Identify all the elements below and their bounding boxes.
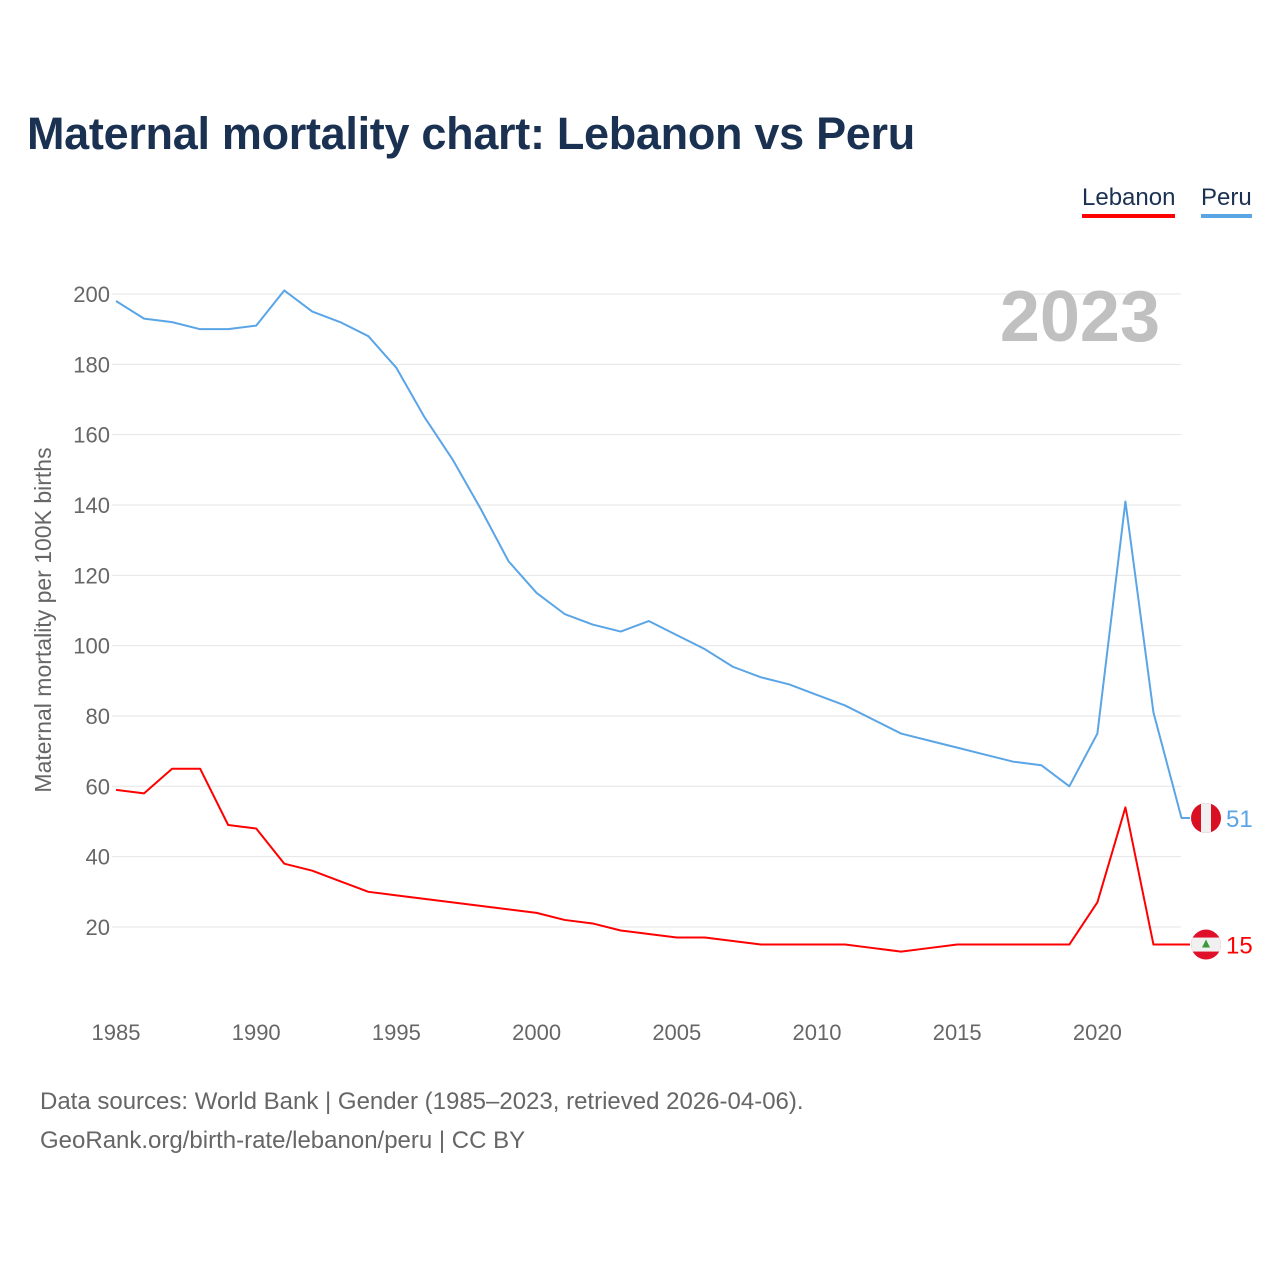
x-tick-label: 2000 (512, 1020, 561, 1045)
source-text: Data sources: World Bank | Gender (1985–… (40, 1088, 804, 1115)
legend-lebanon[interactable]: Lebanon (1082, 184, 1176, 218)
x-tick-label: 2015 (933, 1020, 982, 1045)
flag-white (1201, 802, 1211, 833)
series-line-lebanon (115, 767, 1190, 953)
x-tick-label: 1990 (232, 1020, 281, 1045)
flag-body (1191, 929, 1221, 960)
series-line-peru (115, 289, 1190, 819)
x-tick-label: 2010 (793, 1020, 842, 1045)
end-label-lebanon: 15 (1226, 933, 1253, 960)
flag-lebanon-icon (1191, 929, 1221, 960)
y-tick-label: 200 (73, 282, 110, 307)
source-link[interactable]: GeoRank.org/birth-rate/lebanon/peru | CC… (40, 1127, 526, 1154)
y-tick-label: 140 (73, 493, 110, 518)
y-tick-label: 180 (73, 352, 110, 377)
x-tick-label: 1985 (92, 1020, 141, 1045)
x-tick-label: 1995 (372, 1020, 421, 1045)
year-watermark: 2023 (1000, 277, 1160, 357)
flag-peru-icon (1191, 802, 1221, 833)
y-tick-label: 80 (86, 704, 110, 729)
y-tick-label: 100 (73, 634, 110, 659)
flag-body (1191, 802, 1221, 833)
y-tick-label: 40 (86, 845, 110, 870)
legend-peru[interactable]: Peru (1201, 184, 1252, 218)
y-tick-label: 60 (86, 774, 110, 799)
y-tick-label: 160 (73, 423, 110, 448)
x-tick-label: 2020 (1073, 1020, 1122, 1045)
y-tick-label: 20 (86, 915, 110, 940)
y-axis-label: Maternal mortality per 100K births (30, 447, 56, 792)
y-tick-label: 120 (73, 563, 110, 588)
end-label-peru: 51 (1226, 806, 1253, 833)
cedar-icon (1202, 939, 1210, 948)
chart-title: Maternal mortality chart: Lebanon vs Per… (27, 108, 915, 159)
x-tick-label: 2005 (652, 1020, 701, 1045)
